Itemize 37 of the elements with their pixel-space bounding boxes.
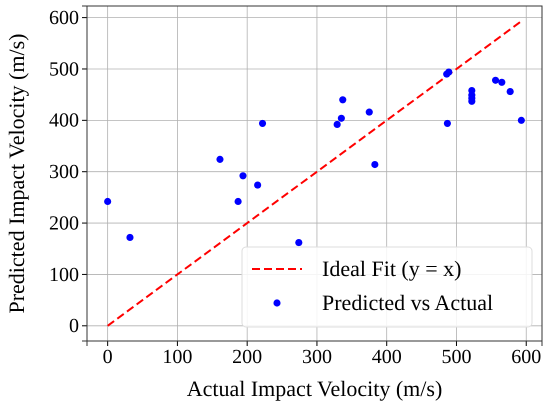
x-tick-label: 300 <box>302 346 332 368</box>
point <box>492 76 500 84</box>
point <box>338 114 345 122</box>
point <box>234 198 242 206</box>
legend-label: Ideal Fit (y = x) <box>322 256 462 281</box>
point <box>445 68 452 76</box>
point <box>216 156 224 163</box>
point <box>518 116 525 124</box>
point <box>334 120 341 128</box>
point <box>258 120 266 127</box>
x-tick-label: 400 <box>372 346 402 368</box>
point <box>254 181 262 189</box>
point <box>104 198 112 206</box>
y-tick-label: 400 <box>49 110 79 132</box>
x-tick-label: 500 <box>441 346 472 368</box>
point <box>239 172 247 180</box>
y-tick-label: 500 <box>49 58 79 80</box>
y-tick-label: 0 <box>69 315 79 338</box>
point <box>498 78 506 86</box>
x-axis-title: Actual Impact Velocity (m/s) <box>186 376 442 401</box>
x-tick-label: 0 <box>102 346 113 368</box>
x-tick-label: 100 <box>162 346 192 368</box>
point <box>339 96 346 104</box>
point <box>295 239 302 246</box>
point <box>506 88 514 96</box>
y-tick-label: 600 <box>49 7 79 30</box>
y-tick-label: 200 <box>49 212 79 234</box>
legend-label: Predicted vs Actual <box>322 290 494 315</box>
x-tick-label: 600 <box>511 346 542 368</box>
y-tick-label: 100 <box>49 264 79 286</box>
x-tick-label: 200 <box>232 346 262 368</box>
point <box>444 120 451 127</box>
point <box>371 160 378 168</box>
y-axis-title: Predicted Impact Velocity (m/s) <box>4 33 29 314</box>
point <box>126 234 134 242</box>
y-tick-label: 300 <box>49 161 79 184</box>
point <box>366 108 373 116</box>
